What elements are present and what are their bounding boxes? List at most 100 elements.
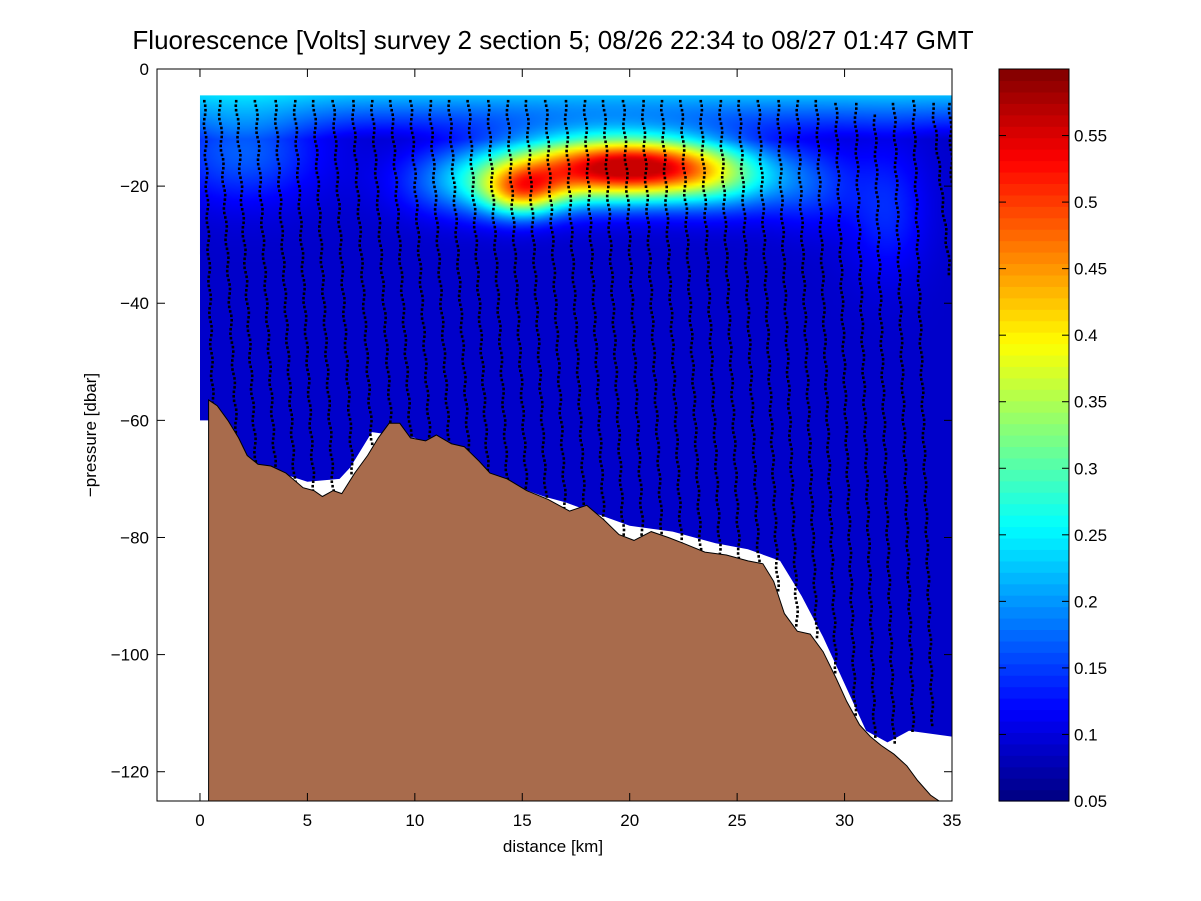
cast-sample-dot	[251, 415, 255, 418]
cast-sample-dot	[323, 305, 327, 309]
cast-sample-dot	[684, 220, 688, 224]
cast-sample-dot	[820, 252, 823, 256]
cast-sample-dot	[505, 450, 509, 454]
cast-sample-dot	[592, 329, 596, 333]
cast-sample-dot	[270, 401, 274, 404]
cast-sample-dot	[834, 657, 838, 660]
cast-sample-dot	[373, 127, 376, 130]
cast-sample-dot	[327, 408, 331, 412]
cast-sample-dot	[796, 610, 799, 614]
cast-sample-dot	[707, 310, 710, 314]
cast-sample-dot	[560, 421, 563, 424]
cast-sample-dot	[884, 448, 887, 451]
cast-sample-dot	[228, 310, 232, 313]
cast-sample-dot	[591, 293, 595, 297]
cast-sample-dot	[688, 274, 691, 278]
cast-sample-dot	[858, 250, 861, 254]
cast-sample-dot	[595, 352, 598, 355]
cast-sample-dot	[327, 417, 330, 421]
cast-sample-dot	[601, 104, 605, 107]
cast-sample-dot	[843, 358, 846, 362]
cast-sample-dot	[721, 167, 725, 170]
cast-sample-dot	[655, 410, 659, 413]
cast-sample-dot	[776, 588, 780, 592]
cast-sample-dot	[923, 472, 926, 475]
cast-sample-dot	[829, 545, 833, 548]
cast-sample-dot	[287, 364, 290, 367]
cast-sample-dot	[517, 338, 520, 341]
cast-sample-dot	[394, 172, 397, 175]
cast-sample-dot	[727, 310, 731, 313]
cast-sample-dot	[935, 138, 938, 142]
cast-sample-dot	[377, 212, 380, 216]
cast-sample-dot	[210, 365, 214, 369]
cast-sample-dot	[850, 605, 853, 609]
cast-sample-dot	[373, 172, 377, 175]
cast-sample-dot	[763, 261, 767, 264]
cast-sample-dot	[646, 243, 650, 247]
cast-sample-dot	[782, 253, 785, 257]
cast-sample-dot	[697, 485, 700, 488]
cast-sample-dot	[234, 430, 238, 434]
cast-sample-dot	[871, 717, 875, 720]
cast-sample-dot	[527, 122, 530, 125]
cast-sample-dot	[785, 371, 789, 374]
cast-sample-dot	[830, 576, 834, 580]
cast-sample-dot	[909, 630, 912, 633]
colorbar-tick-label: 0.45	[1074, 260, 1107, 279]
cast-sample-dot	[211, 361, 214, 364]
cast-sample-dot	[860, 286, 863, 290]
cast-sample-dot	[439, 298, 443, 301]
cast-sample-dot	[933, 125, 937, 128]
cast-sample-dot	[928, 651, 931, 655]
cast-sample-dot	[363, 334, 367, 337]
cast-sample-dot	[853, 677, 857, 680]
cast-sample-dot	[544, 463, 547, 467]
cast-sample-dot	[825, 414, 828, 418]
cast-sample-dot	[691, 332, 694, 336]
cast-sample-dot	[348, 391, 351, 394]
cast-sample-dot	[917, 310, 921, 314]
cast-sample-dot	[565, 149, 568, 153]
cast-sample-dot	[260, 216, 263, 220]
cast-sample-dot	[311, 99, 315, 103]
cast-sample-dot	[852, 641, 855, 644]
cast-sample-dot	[791, 484, 795, 487]
cast-sample-dot	[828, 513, 832, 517]
cast-sample-dot	[253, 99, 257, 103]
cast-sample-dot	[319, 238, 323, 242]
cast-sample-dot	[862, 354, 866, 357]
cast-sample-dot	[321, 270, 324, 273]
cast-sample-dot	[725, 265, 728, 269]
cast-sample-dot	[709, 324, 713, 327]
cast-sample-dot	[367, 392, 371, 396]
cast-sample-dot	[479, 329, 483, 332]
cast-sample-dot	[868, 546, 871, 550]
cast-sample-dot	[724, 225, 728, 228]
cast-sample-dot	[478, 302, 482, 305]
cast-sample-dot	[753, 437, 756, 441]
cast-sample-dot	[398, 253, 401, 256]
cast-sample-dot	[512, 243, 516, 247]
cast-sample-dot	[281, 234, 284, 237]
cast-sample-dot	[725, 247, 728, 251]
cast-sample-dot	[882, 389, 886, 393]
cast-sample-dot	[309, 453, 313, 457]
cast-sample-dot	[387, 388, 390, 392]
cast-sample-dot	[786, 366, 789, 370]
cast-sample-dot	[815, 599, 818, 603]
cast-sample-dot	[730, 395, 733, 399]
cast-sample-dot	[877, 227, 880, 230]
cast-sample-dot	[467, 434, 470, 438]
cast-sample-dot	[930, 669, 934, 673]
cast-sample-dot	[855, 156, 858, 160]
cast-sample-dot	[697, 512, 700, 515]
cast-sample-dot	[689, 301, 693, 305]
cast-sample-dot	[862, 394, 866, 397]
cast-sample-dot	[619, 470, 623, 473]
cast-sample-dot	[760, 171, 764, 175]
cast-sample-dot	[441, 316, 445, 319]
cast-sample-dot	[926, 597, 930, 601]
cast-sample-dot	[731, 382, 735, 385]
cast-sample-dot	[737, 108, 741, 112]
